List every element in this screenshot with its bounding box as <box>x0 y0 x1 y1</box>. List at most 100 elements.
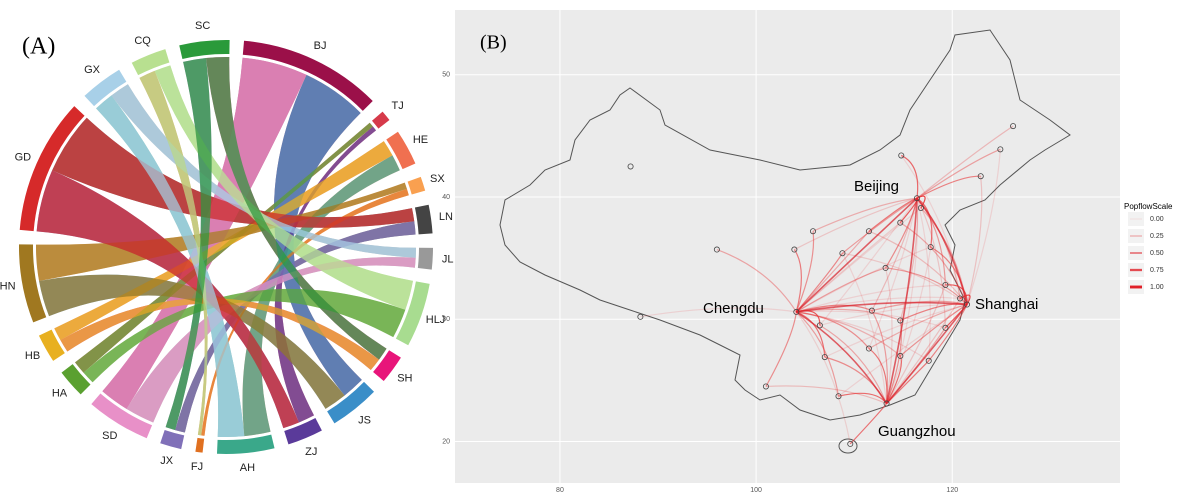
flow-line <box>812 197 918 232</box>
flow-line <box>796 301 968 313</box>
flow-line <box>796 311 930 362</box>
city-point <box>839 250 846 257</box>
segment-arc <box>216 434 275 454</box>
segment-arc <box>395 281 430 346</box>
hub-point <box>793 308 800 315</box>
ribbon <box>96 95 245 438</box>
flow-line <box>795 311 888 404</box>
segment-label: JL <box>442 253 454 265</box>
points <box>627 123 1017 447</box>
city-point <box>897 352 904 359</box>
city-point <box>997 146 1004 153</box>
city-point <box>942 281 949 288</box>
segment-label: GX <box>84 64 101 76</box>
ribbon <box>126 257 416 423</box>
china-outline <box>499 29 1071 421</box>
segment-arc <box>407 176 426 195</box>
segment-label: HLJ <box>426 314 446 326</box>
flow-line <box>868 198 918 349</box>
city-point <box>865 228 872 235</box>
segment-label: HE <box>413 134 428 146</box>
flow-line <box>899 198 919 321</box>
ribbon <box>39 274 345 409</box>
flow-line <box>796 304 873 313</box>
ribbon <box>165 58 212 431</box>
segment-label: SH <box>397 372 412 384</box>
segment-label: JS <box>358 414 371 426</box>
y-tick-label: 30 <box>442 316 450 323</box>
ribbon <box>52 117 415 228</box>
city-point <box>917 204 924 211</box>
segment-arc <box>242 40 373 111</box>
segment-label: CQ <box>134 35 151 47</box>
flow-line <box>871 300 968 312</box>
ribbon <box>154 65 413 310</box>
segment-label: GD <box>15 151 32 163</box>
flow-line <box>796 267 886 313</box>
flow-line <box>795 311 851 445</box>
city-point <box>868 307 875 314</box>
city-label: Guangzhou <box>878 423 956 440</box>
segment-arc <box>91 393 153 439</box>
x-tick-label: 120 <box>946 487 958 494</box>
city-point <box>882 264 889 271</box>
hub-point <box>913 195 920 202</box>
segment-arc <box>195 437 205 453</box>
city-point <box>977 173 984 180</box>
segment-arc <box>373 350 401 382</box>
segment-label: JX <box>160 455 174 467</box>
segment-label: BJ <box>314 40 327 52</box>
segment-label: LN <box>439 211 453 223</box>
y-tick-label: 50 <box>442 72 450 79</box>
flow-line <box>868 303 968 350</box>
segment-arc <box>160 429 185 450</box>
flow-line <box>901 154 919 199</box>
segment-label: HB <box>25 350 40 362</box>
legend-key <box>1128 212 1144 226</box>
flow-line <box>849 403 888 445</box>
segment-label: HA <box>52 388 68 400</box>
segment-label: SC <box>195 20 210 32</box>
segment-arc <box>371 111 390 129</box>
flow-line <box>819 324 888 404</box>
city-point <box>1010 123 1017 130</box>
segment-arc <box>284 417 322 445</box>
x-tick-label: 100 <box>750 487 762 494</box>
ribbon <box>206 57 387 360</box>
map-grid: 80 100 120 20 30 40 50 <box>442 10 1120 494</box>
city-point <box>898 152 905 159</box>
flow-line <box>916 198 931 361</box>
city-point <box>847 440 854 447</box>
flow-line <box>796 311 901 357</box>
flow-line <box>795 230 870 313</box>
city-point <box>810 228 817 235</box>
city-point <box>627 163 634 170</box>
legend-key <box>1128 229 1144 243</box>
hub-point <box>963 301 970 308</box>
segment-arc <box>19 244 47 323</box>
legend-label: 0.75 <box>1150 267 1164 274</box>
flow-line <box>916 125 1014 199</box>
segment-label: AH <box>240 462 255 474</box>
city-point <box>637 313 644 320</box>
city-point <box>791 246 798 253</box>
flow-line <box>916 197 968 305</box>
flow-line <box>841 252 888 404</box>
flow-line <box>795 197 918 313</box>
flow-line <box>796 284 946 313</box>
panel-label: (A) <box>22 34 55 60</box>
flow-line <box>899 304 968 357</box>
city-label: Beijing <box>854 178 899 195</box>
city-point <box>835 393 842 400</box>
segment-arc <box>327 381 375 424</box>
segment-arc <box>131 49 170 76</box>
segment-arc <box>179 40 230 60</box>
segment-arc <box>386 131 416 170</box>
segment-arc <box>19 106 85 232</box>
chord-diagram: BJ TJ HE SX LN JL HLJ SH JS ZJ AH FJ JX SD HA HB HN GD GX C… <box>0 20 453 474</box>
legend-label: 0.00 <box>1150 216 1164 223</box>
flow-line <box>640 307 797 318</box>
city-point <box>925 357 932 364</box>
city-label: Shanghai <box>975 296 1038 313</box>
flow-line <box>899 198 919 357</box>
